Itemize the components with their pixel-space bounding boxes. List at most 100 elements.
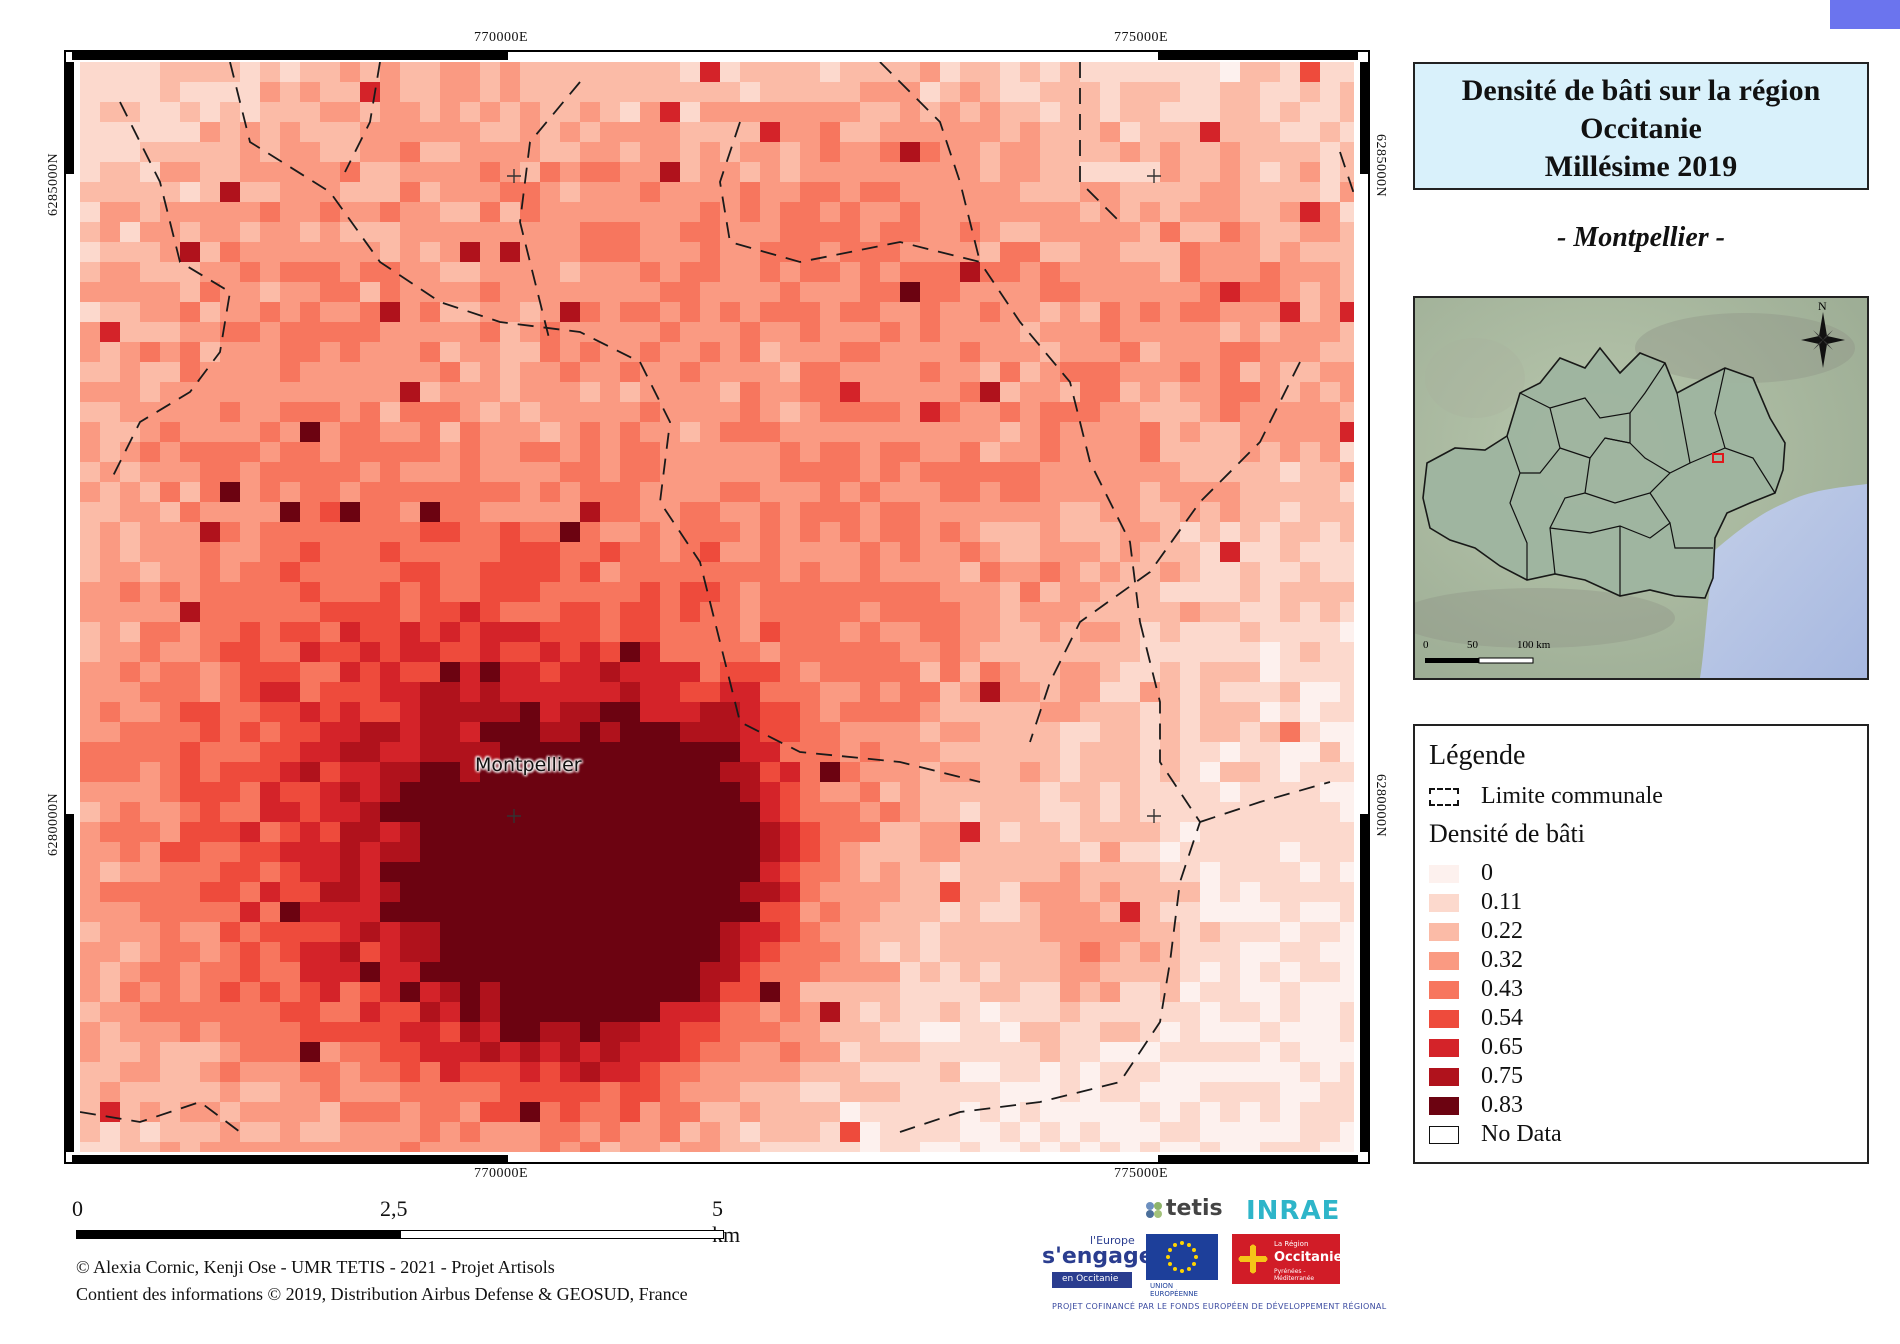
mediterranean-sea xyxy=(1700,484,1867,678)
eu-flag-logo: UNION EUROPÉENNE xyxy=(1146,1234,1218,1298)
legend-class-label: 0.75 xyxy=(1481,1063,1523,1089)
legend-title: Légende xyxy=(1429,740,1526,771)
scale-label-2-5: 2,5 xyxy=(380,1196,408,1221)
legend-swatch xyxy=(1429,1009,1459,1028)
legend-swatch xyxy=(1429,1038,1459,1057)
density-map[interactable] xyxy=(80,62,1354,1152)
department-boundaries xyxy=(1506,362,1776,596)
credits-line-1: © Alexia Cornic, Kenji Ose - UMR TETIS -… xyxy=(76,1257,555,1277)
scale-segment-2 xyxy=(400,1230,724,1239)
tetis-logo: tetis xyxy=(1144,1196,1226,1226)
legend-class-label: 0.22 xyxy=(1481,918,1523,944)
legend-class-label: 0.11 xyxy=(1481,889,1523,915)
title-line-3: Millésime 2019 xyxy=(1544,150,1738,183)
legend-class-row: 0.22 xyxy=(1429,917,1853,946)
density-raster xyxy=(80,62,1354,1152)
commune-boundary-line xyxy=(1079,62,1121,223)
legend-class-row: 0 xyxy=(1429,859,1853,888)
credits: © Alexia Cornic, Kenji Ose - UMR TETIS -… xyxy=(76,1254,688,1308)
legend-class-row: 0.75 xyxy=(1429,1062,1853,1091)
legend-class-label: 0.32 xyxy=(1481,947,1523,973)
occitan-cross-icon xyxy=(1238,1244,1268,1274)
inset-scale-bar-2 xyxy=(1478,657,1534,664)
legend-class-row: 0.65 xyxy=(1429,1033,1853,1062)
coord-left-6280000: 6280000N xyxy=(46,792,61,856)
title-line-1: Densité de bâti sur la région xyxy=(1461,74,1821,107)
boundary-label: Limite communale xyxy=(1481,783,1663,809)
commune-boundary-line xyxy=(109,101,231,483)
legend-swatch xyxy=(1429,864,1459,883)
commune-boundary-line xyxy=(344,62,381,173)
frame-bar-left-bottom xyxy=(66,814,74,1152)
legend-swatch xyxy=(1429,951,1459,970)
frame-bar-left-top xyxy=(66,62,74,174)
commune-boundaries xyxy=(80,62,1354,1133)
map-subtitle: - Montpellier - xyxy=(1557,222,1725,253)
inrae-logo: INRAE xyxy=(1246,1196,1342,1228)
tetis-text: tetis xyxy=(1166,1196,1223,1221)
eu-caption: UNION EUROPÉENNE xyxy=(1150,1282,1198,1298)
europe-main-text: s'engage xyxy=(1042,1244,1154,1269)
north-arrow-icon xyxy=(1801,312,1845,368)
commune-boundary-line xyxy=(639,361,981,783)
commune-boundary-line xyxy=(1029,361,1301,743)
region-sub-text: Pyrénées - Méditerranée xyxy=(1274,1268,1315,1282)
location-marker xyxy=(1712,453,1724,463)
legend-class-label: 0.54 xyxy=(1481,1005,1523,1031)
frame-bar-top-left xyxy=(72,52,508,60)
frame-bar-bottom-right xyxy=(1158,1155,1358,1163)
inrae-text: INRAE xyxy=(1246,1196,1341,1226)
region-occitanie-logo: La Région Occitanie Pyrénées - Méditerra… xyxy=(1232,1234,1343,1284)
coord-top-775000: 775000E xyxy=(1114,30,1169,45)
commune-boundary-line xyxy=(519,81,581,343)
commune-boundary-line xyxy=(899,621,1201,1133)
raster-cells xyxy=(80,62,1354,1152)
title-box: Densité de bâti sur la région Occitanie … xyxy=(1413,62,1869,190)
legend-boundary-row: Limite communale xyxy=(1429,782,1853,811)
scale-label-5km: 5 km xyxy=(712,1196,741,1247)
commune-boundary-line xyxy=(879,62,981,263)
commune-boundary-line xyxy=(1199,781,1331,823)
legend-class-label: 0.43 xyxy=(1481,976,1523,1002)
corner-tab xyxy=(1830,0,1900,29)
commune-boundary-line xyxy=(1339,151,1354,197)
scalebar: 0 2,5 5 km xyxy=(72,1196,740,1256)
europe-sub-band xyxy=(1052,1272,1132,1288)
inset-scale-0: 0 xyxy=(1423,639,1429,651)
credits-line-2: Contient des informations © 2019, Distri… xyxy=(76,1284,688,1304)
legend-swatch xyxy=(1429,1096,1459,1115)
boundary-swatch xyxy=(1429,787,1459,806)
frame-bar-right-bottom xyxy=(1360,814,1368,1152)
region-main-text: Occitanie xyxy=(1274,1250,1343,1265)
title-line-2: Occitanie xyxy=(1580,112,1702,145)
grid-cross-icon xyxy=(507,169,521,183)
frame-bar-bottom-left xyxy=(72,1155,508,1163)
legend-swatch xyxy=(1429,893,1459,912)
europe-engage-logo: l'Europe s'engage en Occitanie xyxy=(1040,1234,1154,1290)
europe-top-text: l'Europe xyxy=(1090,1234,1135,1247)
coord-right-6285000: 6285000N xyxy=(1373,134,1388,198)
grid-cross-icon xyxy=(507,809,521,823)
legend-class-label: 0 xyxy=(1481,860,1493,886)
relief-shading xyxy=(1415,313,1855,648)
legend-swatch xyxy=(1429,922,1459,941)
legend-classes: 0 0.11 0.22 0.32 0.43 0.54 0.65 0.75 0.83 xyxy=(1429,859,1853,1120)
frame-bar-right-top xyxy=(1360,62,1368,174)
legend-swatch xyxy=(1429,980,1459,999)
coord-bottom-770000: 770000E xyxy=(474,1166,529,1181)
project-cofinance-text: PROJET COFINANCÉ PAR LE FONDS EUROPÉEN D… xyxy=(1052,1302,1387,1311)
nodata-swatch xyxy=(1429,1125,1459,1144)
legend-nodata-row: No Data xyxy=(1429,1120,1853,1149)
tetis-icon xyxy=(1146,1202,1162,1218)
inset-scale-100: 100 km xyxy=(1517,639,1551,651)
inset-map[interactable]: N 0 50 100 km xyxy=(1413,296,1869,680)
legend-class-row: 0.54 xyxy=(1429,1004,1853,1033)
north-label: N xyxy=(1818,299,1827,313)
commune-boundary-line xyxy=(80,1100,241,1133)
coord-right-6280000: 6280000N xyxy=(1373,774,1388,838)
legend-class-row: 0.11 xyxy=(1429,888,1853,917)
grid-cross-icon xyxy=(1147,169,1161,183)
legend-swatch xyxy=(1429,1067,1459,1086)
city-label-montpellier: Montpellier xyxy=(475,754,582,776)
legend-class-row: 0.32 xyxy=(1429,946,1853,975)
